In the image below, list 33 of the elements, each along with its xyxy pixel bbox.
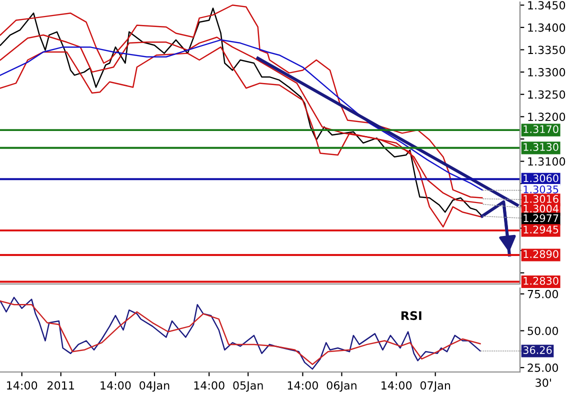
x-tick-label: 14:00 [194, 381, 224, 390]
x-tick-label: 2011 [48, 381, 74, 390]
x-tick-label: 14:00 [382, 381, 412, 390]
annotation: 1.3035 [524, 185, 558, 194]
ref-line-label: 1.3170 [524, 125, 558, 134]
y-tick-label: 50.00 [528, 326, 558, 336]
y-tick-label: 1.3350 [528, 46, 566, 54]
annotation: 1.3016 [524, 195, 558, 203]
y-tick-label: 75.00 [528, 290, 558, 298]
annotation: 36.26 [523, 346, 552, 354]
y-tick-label: 1.3300 [528, 68, 566, 76]
ref-line-label: 1.3130 [524, 143, 558, 151]
x-tick-label: 04Jan [140, 381, 170, 392]
x-tick-label: 07Jan [420, 381, 450, 392]
x-axis-title: 30' [536, 378, 551, 387]
x-tick-label: 14:00 [288, 381, 318, 390]
x-tick-label: 14:00 [100, 381, 131, 390]
y-tick-label: 1.3250 [528, 90, 566, 99]
x-tick-label: 06Jan [326, 381, 356, 392]
y-tick-label: 1.3400 [528, 23, 566, 32]
y-tick-label: 25.00 [528, 364, 558, 372]
y-tick-label: 1.3100 [528, 157, 566, 166]
annotation: 1.3004 [524, 204, 558, 213]
x-tick-label: 05Jan [233, 381, 263, 392]
y-tick-label: 1.3450 [528, 1, 566, 10]
annotation: RSI [401, 311, 422, 320]
y-tick-label: 1.3200 [528, 112, 566, 122]
ref-line-label: 1.2890 [524, 250, 558, 258]
ref-line-label: 1.3060 [524, 174, 558, 182]
x-tick-label: 14:00 [7, 381, 38, 390]
ref-line-label: 1.2945 [524, 226, 558, 234]
annotation: 1.2977 [524, 214, 558, 222]
ref-line-label: 1.2830 [524, 276, 558, 285]
